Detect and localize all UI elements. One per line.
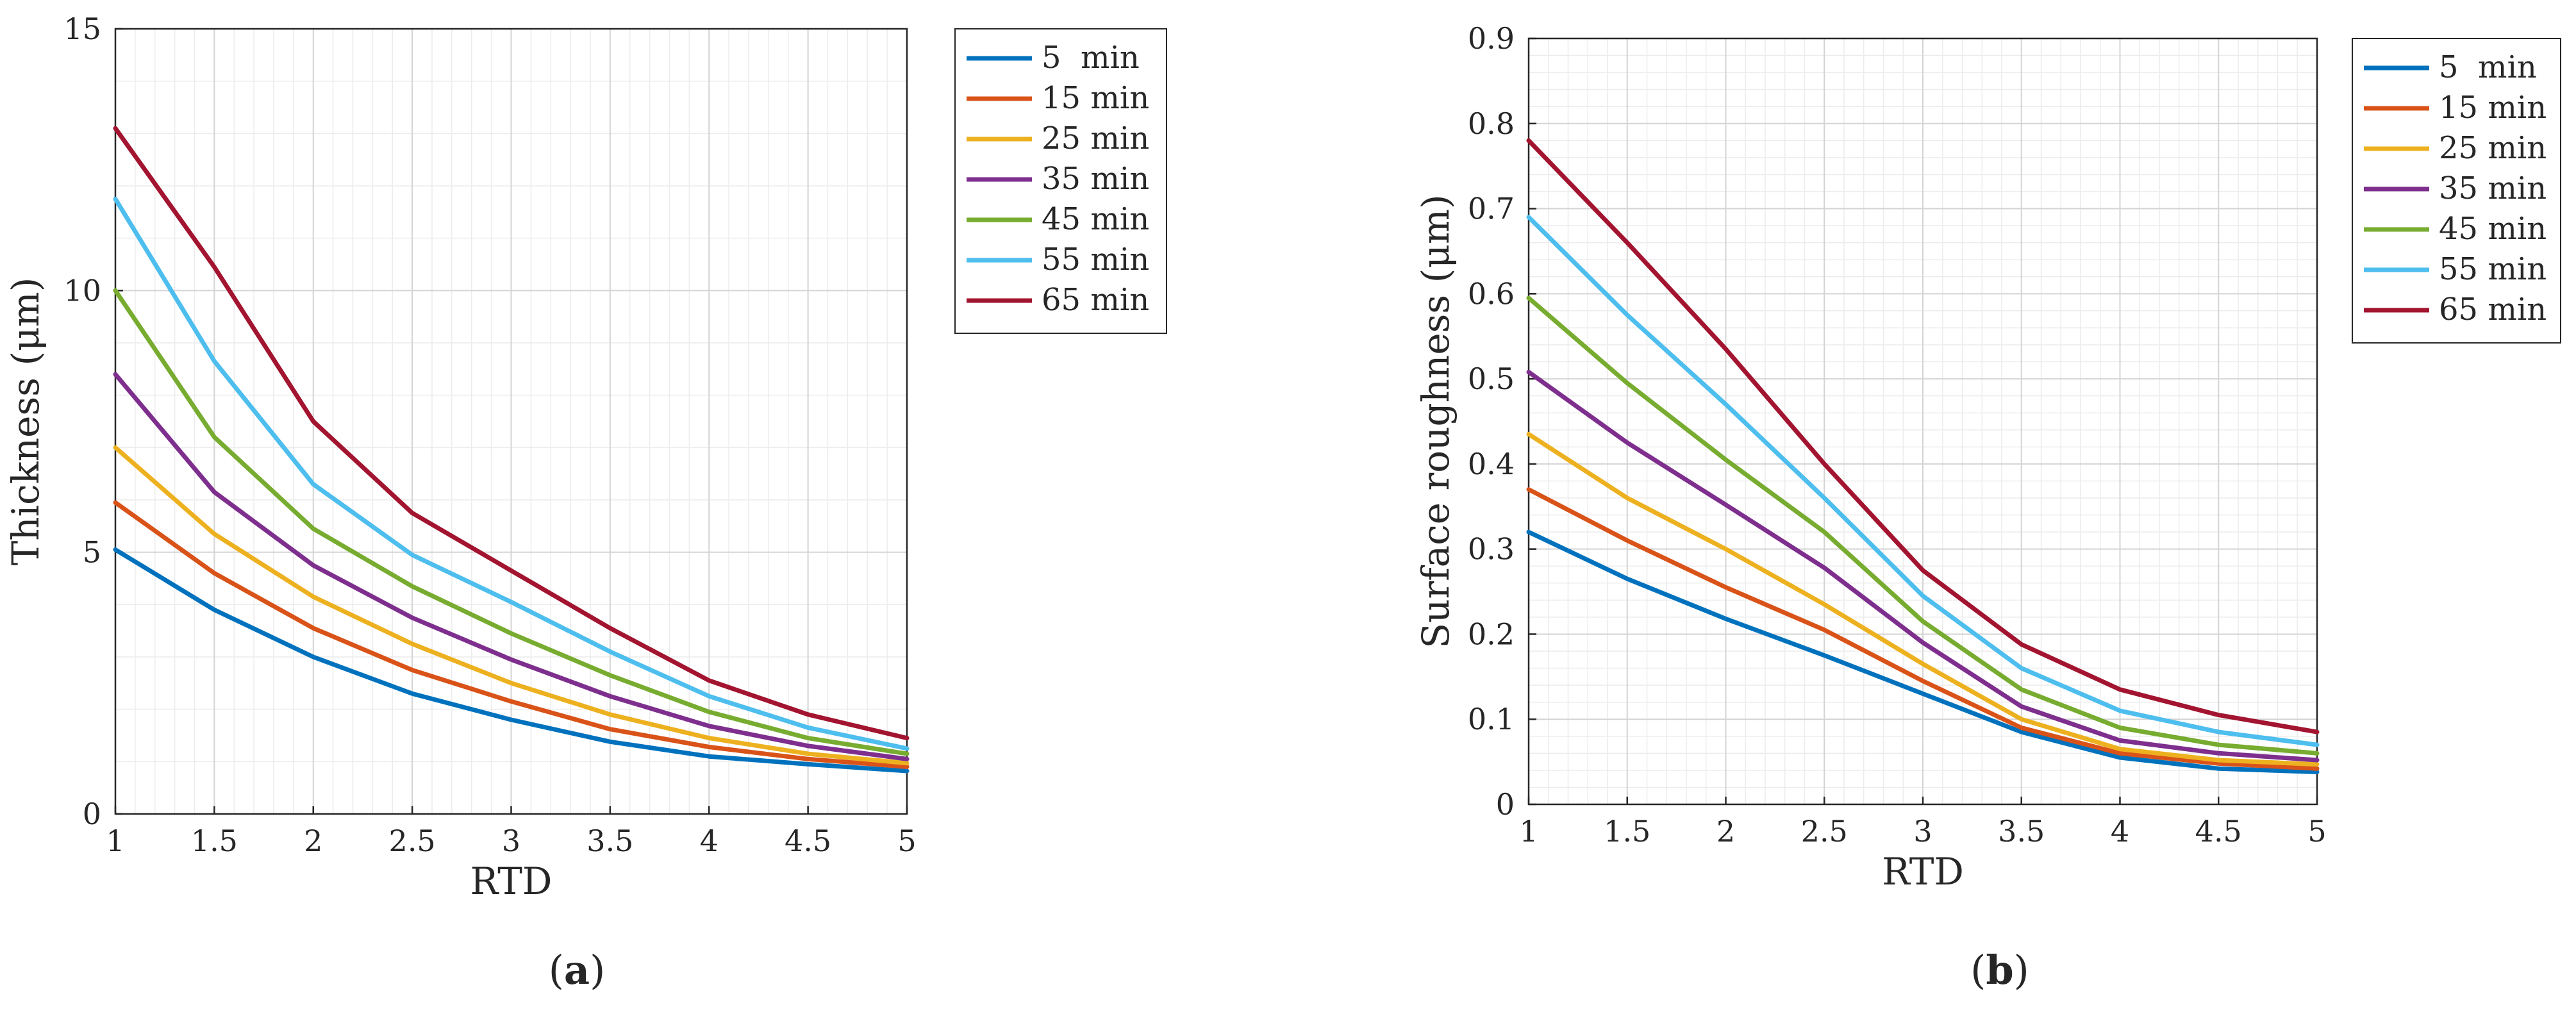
y-tick-label: 0 <box>1496 787 1515 822</box>
x-tick-label: 4 <box>700 824 719 858</box>
caption-close-paren: ) <box>590 947 605 993</box>
legend-label: 35 min <box>2439 170 2547 206</box>
panel-caption: (a) <box>549 947 606 993</box>
legend-label: 45 min <box>2439 211 2547 247</box>
series-line <box>113 288 910 756</box>
legend-label: 25 min <box>2439 130 2547 166</box>
x-tick-label: 3.5 <box>1998 814 2045 849</box>
y-tick-label: 0.7 <box>1468 192 1515 226</box>
legend-label: 65 min <box>1042 282 1149 318</box>
series-line <box>1526 138 2320 734</box>
series-line <box>1526 215 2320 747</box>
series-line <box>1526 529 2320 774</box>
legend: 5 min 15 min 25 min 35 min 45 min 55 min 65 mi… <box>2352 38 2561 344</box>
y-tick-label: 0.1 <box>1468 702 1515 736</box>
x-tick-label: 3.5 <box>586 824 633 858</box>
caption-close-paren: ) <box>2014 947 2029 993</box>
legend-label: 55 min <box>1042 242 1149 278</box>
x-tick-label: 2.5 <box>389 824 436 858</box>
caption-letter: a <box>564 947 590 993</box>
panel-a: 1 1.5 2 2.5 3 3.5 4 4.5 5 0 5 10 15 RTD Thickness (μm)… <box>4 12 1167 993</box>
x-tick-label: 1.5 <box>191 824 238 858</box>
minor-grid <box>115 29 907 814</box>
x-tick-label: 4.5 <box>2195 814 2242 849</box>
x-tick-label: 3 <box>502 824 520 858</box>
x-axis-label: RTD <box>470 859 553 903</box>
x-tick-label: 5 <box>2307 814 2326 849</box>
series-line <box>113 126 910 741</box>
y-tick-label: 0.3 <box>1468 532 1515 567</box>
y-tick-label: 0.8 <box>1468 106 1515 141</box>
series-line <box>113 500 910 769</box>
legend-label: 65 min <box>2439 292 2547 328</box>
legend-label: 45 min <box>1042 201 1149 237</box>
x-tick-label: 2 <box>304 824 322 858</box>
series-line <box>113 372 910 761</box>
legend-label: 35 min <box>1042 161 1149 197</box>
x-tick-label: 3 <box>1913 814 1932 849</box>
x-tick-label: 5 <box>897 824 916 858</box>
caption-open-paren: ( <box>1970 947 1986 993</box>
panel-caption: (b) <box>1970 947 2029 993</box>
series-line <box>113 445 910 766</box>
legend-label: 55 min <box>2439 251 2547 287</box>
legend-label: 5 min <box>1042 40 1140 76</box>
y-tick-label: 0 <box>83 797 101 831</box>
caption-letter: b <box>1986 947 2013 993</box>
series-lines <box>1526 138 2320 774</box>
series-lines <box>113 126 910 774</box>
y-tick-label: 15 <box>63 12 101 46</box>
x-tick-label: 1.5 <box>1604 814 1650 849</box>
legend-label: 15 min <box>1042 80 1149 116</box>
series-line <box>113 547 910 774</box>
y-tick-label: 0.2 <box>1468 617 1515 651</box>
x-tick-label: 4.5 <box>785 824 831 858</box>
series-line <box>1526 431 2320 767</box>
series-line <box>1526 370 2320 763</box>
y-tick-label: 0.9 <box>1468 21 1515 56</box>
series-line <box>1526 487 2320 771</box>
x-tick-label: 2 <box>1716 814 1735 849</box>
y-tick-label: 5 <box>83 535 101 570</box>
legend: 5 min 15 min 25 min 35 min 45 min 55 min 65 mi… <box>954 28 1167 334</box>
x-axis-label: RTD <box>1882 850 1964 893</box>
y-tick-label: 10 <box>63 273 101 308</box>
x-tick-label: 2.5 <box>1801 814 1848 849</box>
y-tick-label: 0.5 <box>1468 361 1515 396</box>
legend-label: 5 min <box>2439 49 2537 85</box>
x-tick-label: 1 <box>106 824 124 858</box>
y-tick-label: 0.4 <box>1468 447 1515 481</box>
panel-b: 1 1.5 2 2.5 3 3.5 4 4.5 5 0 0.1 0.2 0.3 0.4 0.5 0.6 0.7 0… <box>1414 21 2561 993</box>
legend-label: 15 min <box>2439 90 2547 126</box>
series-line <box>113 196 910 751</box>
y-tick-label: 0.6 <box>1468 276 1515 311</box>
y-axis-label: Thickness (μm) <box>4 278 47 566</box>
y-axis-label: Surface roughness (μm) <box>1414 194 1458 648</box>
legend-label: 25 min <box>1042 120 1149 156</box>
caption-open-paren: ( <box>549 947 564 993</box>
x-tick-label: 4 <box>2111 814 2129 849</box>
x-tick-label: 1 <box>1519 814 1538 849</box>
series-line <box>1526 295 2320 756</box>
